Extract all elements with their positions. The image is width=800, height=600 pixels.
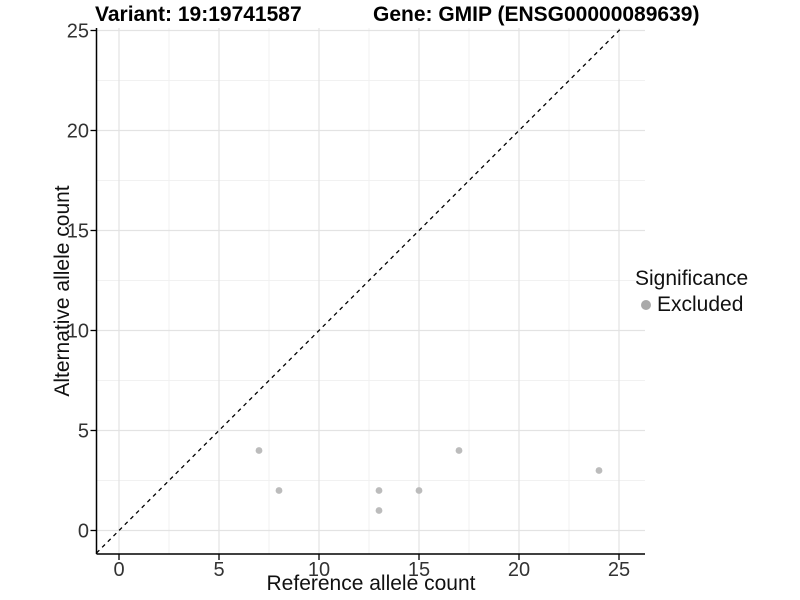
- data-point: [255, 447, 263, 454]
- data-point: [375, 507, 383, 514]
- y-axis-title: Alternative allele count: [51, 185, 74, 397]
- x-axis-title: Reference allele count: [266, 572, 476, 595]
- y-tick-label: 20: [67, 121, 89, 143]
- legend-title: Significance: [635, 267, 749, 290]
- x-tick-label: 20: [508, 559, 530, 581]
- plot-title-variant: Variant: 19:19741587: [95, 3, 302, 26]
- plot-title-gene: Gene: GMIP (ENSG00000089639): [373, 3, 700, 26]
- x-tick-label: 25: [608, 559, 630, 581]
- x-tick-label: 0: [113, 559, 124, 581]
- x-tick-label: 15: [408, 559, 430, 581]
- y-tick-label: 10: [67, 321, 89, 343]
- data-point: [415, 487, 423, 494]
- legend-item-label: Excluded: [657, 293, 744, 316]
- x-tick-label: 5: [213, 559, 224, 581]
- legend-item-excluded: Excluded: [635, 293, 748, 316]
- data-point: [375, 487, 383, 494]
- legend-point-icon: [641, 299, 651, 310]
- data-point: [275, 487, 283, 494]
- identity-line: [96, 27, 622, 554]
- data-point: [595, 467, 603, 474]
- y-tick-label: 5: [78, 421, 89, 443]
- y-tick-label: 25: [67, 21, 89, 43]
- data-point: [455, 447, 463, 454]
- y-tick-label: 15: [67, 221, 89, 243]
- legend: Significance Excluded: [635, 266, 748, 316]
- x-tick-label: 10: [308, 559, 330, 581]
- y-tick-label: 0: [78, 521, 89, 543]
